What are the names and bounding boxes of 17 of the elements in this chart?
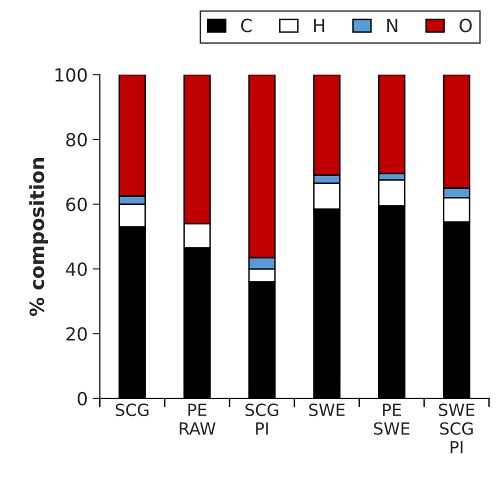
y-axis-title: % composition bbox=[29, 158, 48, 316]
x-tick-label: SWE bbox=[309, 404, 345, 416]
y-tick-label: 40 bbox=[66, 262, 87, 276]
x-tick-label: SCG PI bbox=[246, 404, 278, 435]
x-tick-label: PE RAW bbox=[180, 404, 216, 435]
y-tick-label: 20 bbox=[66, 327, 87, 341]
legend-label: H bbox=[314, 18, 324, 32]
y-tick-label: 0 bbox=[78, 392, 87, 406]
y-tick-label: 60 bbox=[66, 198, 87, 212]
legend-label: C bbox=[241, 18, 252, 32]
legend-label: O bbox=[460, 18, 472, 32]
y-tick-label: 100 bbox=[56, 68, 87, 82]
x-tick-label: PE SWE bbox=[374, 404, 410, 435]
legend-label: N bbox=[387, 18, 398, 32]
y-tick-label: 80 bbox=[66, 132, 87, 147]
x-tick-label: SWE SCG PI bbox=[438, 404, 474, 454]
x-tick-label: SCG bbox=[116, 404, 148, 416]
